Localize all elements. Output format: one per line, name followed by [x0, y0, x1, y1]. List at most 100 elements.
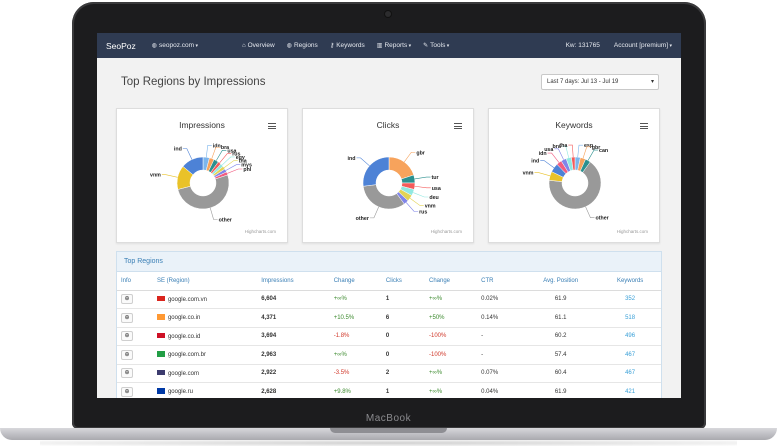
col-change[interactable]: Change [329, 272, 382, 291]
connector-ind [356, 157, 370, 167]
hamburger-menu-icon[interactable] [268, 123, 276, 129]
se-name[interactable]: google.ru [167, 389, 193, 396]
table-row[interactable]: ⊕ google.com.vn 6,604 +∞% 1 +∞% 0.02% 61.9 352 [117, 290, 661, 309]
device-brand-label: MacBook [365, 413, 412, 424]
hamburger-menu-icon[interactable] [454, 123, 462, 129]
chart-credit[interactable]: Highcharts.com [616, 229, 648, 234]
keywords-cell[interactable]: 467 [599, 345, 661, 365]
table-row[interactable]: ⊕ google.com 2,922 -3.5% 2 +∞% 0.07% 60.4 467 [117, 364, 661, 383]
keyword-count: Kw: 131765 [565, 42, 600, 49]
pie-slice-ind[interactable] [362, 156, 390, 187]
se-name[interactable]: google.co.in [167, 315, 201, 322]
avg-position-cell: 61.9 [522, 290, 600, 309]
nav-reports-label: Reports [384, 42, 408, 49]
clicks-chart-card: Clicks gbr tur usa deu vnm rus other ind Highch… [302, 108, 474, 243]
keywords-cell[interactable]: 467 [599, 364, 661, 383]
slice-label-usa: usa [544, 147, 553, 153]
nav-reports[interactable]: ▥ Reports [377, 42, 411, 49]
chart-credit[interactable]: Highcharts.com [244, 229, 276, 234]
top-navbar: SeoPoz ◍seopoz.com ⌂Overview ◍Regions ⚷K… [97, 33, 681, 58]
globe-info-icon[interactable]: ⊕ [121, 331, 133, 342]
nav-overview[interactable]: ⌂ Overview [242, 42, 275, 49]
chart-title: Clicks [376, 120, 400, 130]
pie-slice-ind[interactable] [182, 156, 204, 176]
impressions-cell: 2,922 [257, 364, 330, 383]
table-row[interactable]: ⊕ google.co.in 4,371 +10.5% 6 +50% 0.14% 61.1 51… [117, 308, 661, 328]
col-click-change[interactable]: Change [424, 272, 478, 291]
info-cell: ⊕ [117, 290, 153, 309]
pie-slice-other[interactable] [177, 174, 230, 210]
nav-tools[interactable]: ✎ Tools [423, 42, 449, 49]
slice-label-bra: bra [221, 145, 229, 151]
globe-info-icon[interactable]: ⊕ [121, 368, 133, 379]
globe-info-icon[interactable]: ⊕ [121, 349, 133, 360]
country-flag-icon [156, 351, 165, 357]
connector-rus [405, 202, 419, 212]
col-impressions[interactable]: Impressions [257, 272, 330, 291]
impressions-change-cell: +∞% [329, 290, 382, 309]
pie-slice-tha[interactable] [571, 156, 576, 171]
slice-label-mys: mys [241, 163, 252, 169]
slice-label-usa: usa [432, 186, 441, 192]
keywords-cell[interactable]: 496 [599, 327, 661, 346]
app-brand[interactable]: SeoPoz [106, 40, 136, 51]
globe-info-icon[interactable]: ⊕ [121, 386, 133, 397]
wrench-icon: ✎ [423, 43, 429, 49]
col-avg-position[interactable]: Avg. Position [522, 272, 600, 291]
ctr-cell: 0.02% [477, 290, 523, 309]
se-name[interactable]: google.co.id [167, 333, 201, 340]
pie-slice-other[interactable] [362, 184, 405, 210]
connector-gbr [582, 146, 591, 159]
col-keywords[interactable]: Keywords [599, 272, 661, 291]
hamburger-menu-icon[interactable] [640, 123, 648, 129]
nav-regions[interactable]: ◍ Regions [287, 42, 318, 49]
connector-vnm [161, 174, 178, 178]
date-range-select[interactable]: Last 7 days: Jul 13 - Jul 19 [541, 74, 659, 90]
table-row[interactable]: ⊕ google.co.id 3,694 -1.8% 0 -100% -60.2 496 [117, 327, 661, 346]
nav-keywords-label: Keywords [336, 42, 365, 49]
slice-label-other: other [356, 216, 369, 222]
chart-credit[interactable]: Highcharts.com [430, 229, 462, 234]
globe-icon: ◍ [286, 43, 292, 49]
info-cell: ⊕ [117, 382, 153, 398]
pie-slice-other[interactable] [548, 161, 602, 210]
keywords-cell[interactable]: 518 [599, 308, 661, 328]
impressions-change-cell: +9.8% [329, 382, 382, 398]
se-cell: google.co.id [152, 327, 258, 346]
keywords-cell[interactable]: 421 [599, 382, 661, 398]
bar-chart-icon: ▥ [376, 43, 383, 49]
slice-label-tur: tur [432, 175, 439, 181]
country-flag-icon [156, 388, 165, 394]
table-row[interactable]: ⊕ google.com.br 2,963 +∞% 0 -100% -57.4 467 [117, 345, 661, 365]
col-se-region[interactable]: SE (Region) [152, 272, 258, 291]
info-cell: ⊕ [117, 345, 153, 365]
se-name[interactable]: google.com.br [167, 352, 206, 359]
connector-rus [219, 153, 232, 164]
col-clicks[interactable]: Clicks [381, 272, 425, 291]
account-menu[interactable]: Account [premium] [614, 42, 672, 49]
se-cell: google.ru [152, 382, 258, 398]
clicks-cell: 1 [381, 382, 425, 398]
chart-title: Impressions [179, 120, 225, 130]
col-ctr[interactable]: CTR [477, 272, 523, 291]
table-row[interactable]: ⊕ google.ru 2,628 +9.8% 1 +∞% 0.04% 61.9 421 [117, 382, 661, 398]
slice-label-bra: bra [553, 144, 561, 150]
clicks-cell: 0 [381, 327, 425, 346]
account-label: Account [premium] [613, 42, 669, 49]
globe-info-icon[interactable]: ⊕ [121, 294, 133, 305]
col-info[interactable]: Info [117, 272, 153, 291]
connector-egy [221, 156, 235, 166]
keywords-cell[interactable]: 352 [599, 290, 661, 309]
globe-info-icon[interactable]: ⊕ [121, 312, 133, 323]
clicks-cell: 0 [381, 345, 425, 365]
impressions-change-cell: +∞% [329, 345, 382, 365]
pie-slice-gbr[interactable] [388, 156, 415, 180]
avg-position-cell: 61.1 [522, 308, 600, 328]
country-flag-icon [156, 332, 165, 339]
se-name[interactable]: google.com.vn [167, 296, 207, 303]
nav-keywords[interactable]: ⚷ Keywords [330, 42, 365, 49]
site-selector[interactable]: ◍ seopoz.com [152, 42, 198, 49]
se-name[interactable]: google.com [167, 370, 199, 377]
connector-bra [211, 146, 220, 159]
country-flag-icon [156, 295, 165, 302]
